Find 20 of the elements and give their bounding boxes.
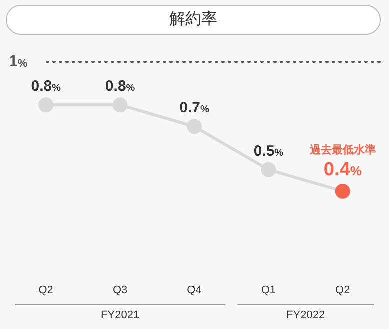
text: FY2021 [101, 310, 140, 322]
data-label: 0.4% [324, 159, 362, 180]
data-label: 0.7% [180, 100, 210, 117]
x-tick-label: Q4 [187, 284, 202, 296]
data-label: 0.8% [31, 78, 62, 96]
point [187, 119, 202, 134]
point [112, 98, 128, 113]
x-tick-label: Q1 [261, 284, 276, 296]
x-tick-label: Q2 [336, 284, 350, 296]
data-label: 0.5% [254, 142, 284, 160]
text: FY2022 [286, 310, 326, 322]
point [38, 98, 54, 113]
chart-title: 解約率 [6, 5, 381, 35]
point [335, 184, 350, 199]
data-label: 0.8% [105, 78, 136, 96]
x-tick-label: Q3 [112, 284, 128, 296]
annotation: 過去最低水準 [308, 143, 376, 156]
ref-line-label: 1% [9, 53, 28, 70]
x-tick-label: Q2 [38, 284, 54, 296]
point [261, 162, 276, 178]
